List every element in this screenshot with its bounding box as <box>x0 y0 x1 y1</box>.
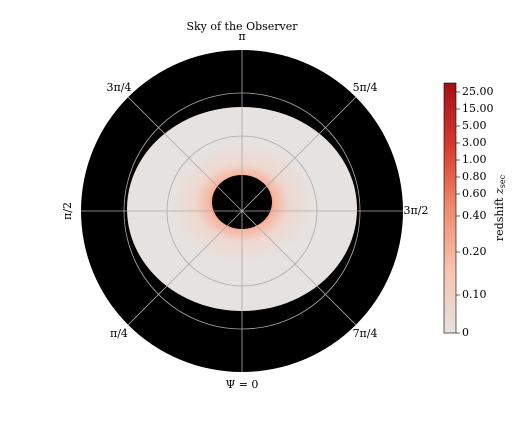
colorbar-label: redshift zsec <box>493 174 507 241</box>
colorbar-tick-label: 3.00 <box>462 136 487 149</box>
angle-label: π/2 <box>61 202 74 220</box>
colorbar-tick-label: 0.10 <box>462 288 487 301</box>
grid-spoke <box>241 210 357 326</box>
angle-label: 7π/4 <box>353 327 378 340</box>
grid-spoke <box>241 96 357 212</box>
angle-label: π/4 <box>110 327 128 340</box>
colorbar-tick-label: 0.20 <box>462 245 487 258</box>
colorbar-label-text: redshift <box>493 197 506 241</box>
colorbar-tick-label: 25.00 <box>462 85 494 98</box>
colorbar-symbol-sub: sec <box>498 174 507 188</box>
colorbar-tick-label: 15.00 <box>462 102 494 115</box>
chart-title: Sky of the Observer <box>186 20 298 33</box>
grid-spoke <box>127 210 243 326</box>
angle-label: Ψ = 0 <box>226 378 259 391</box>
colorbar <box>443 82 457 334</box>
colorbar-tick-label: 0.40 <box>462 209 487 222</box>
angle-label: 5π/4 <box>353 81 378 94</box>
grid-spoke <box>127 96 243 212</box>
colorbar-tick-label: 0.60 <box>462 187 487 200</box>
colorbar-tick-label: 5.00 <box>462 119 487 132</box>
angle-label: 3π/4 <box>106 81 131 94</box>
colorbar-symbol: z <box>493 188 506 195</box>
angle-label: π <box>238 30 245 43</box>
colorbar-tick-label: 0.80 <box>462 170 487 183</box>
colorbar-tick-label: 0 <box>462 326 469 339</box>
angle-label: 3π/2 <box>404 204 429 217</box>
colorbar-tick-label: 1.00 <box>462 153 487 166</box>
